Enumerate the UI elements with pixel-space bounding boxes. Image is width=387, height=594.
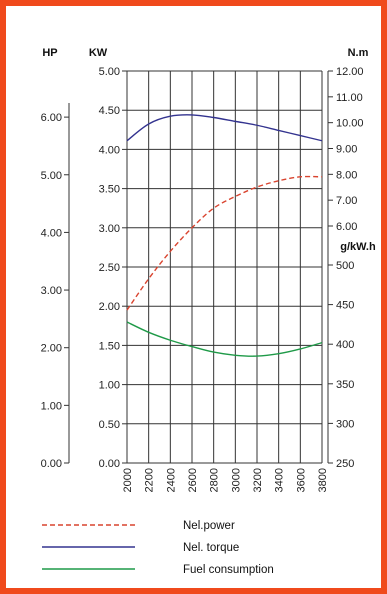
nm-axis-title: N.m xyxy=(348,47,369,59)
nm-tick-label: 8.00 xyxy=(336,169,357,181)
nm-tick-label: 12.00 xyxy=(336,66,364,78)
gkwh-tick-label: 350 xyxy=(336,379,354,391)
x-tick-label: 2000 xyxy=(122,468,134,492)
nm-tick-label: 7.00 xyxy=(336,195,357,207)
series-line-nel-torque xyxy=(126,114,323,142)
nm-tick-label: 10.00 xyxy=(336,118,364,130)
nm-tick-label: 6.00 xyxy=(336,221,357,233)
hp-tick-label: 6.00 xyxy=(41,112,62,124)
x-tick-label: 2400 xyxy=(165,468,177,492)
x-tick-label: 3600 xyxy=(295,468,307,492)
series-line-nel-power xyxy=(126,175,323,311)
hp-tick-label: 0.00 xyxy=(41,458,62,470)
legend-label: Nel.power xyxy=(183,520,235,532)
hp-axis-title: HP xyxy=(42,47,57,59)
x-tick-label: 3200 xyxy=(252,468,264,492)
legend: Nel.power Nel. torque Fuel consumption xyxy=(42,520,274,576)
hp-tick-label: 3.00 xyxy=(41,285,62,297)
x-tick-label: 2200 xyxy=(144,468,156,492)
x-tick-label: 2800 xyxy=(209,468,221,492)
kw-tick-label: 0.50 xyxy=(99,419,120,431)
gkwh-tick-label: 400 xyxy=(336,339,354,351)
grid xyxy=(126,70,323,464)
nm-tick-label: 11.00 xyxy=(336,92,363,104)
series xyxy=(126,114,323,357)
kw-tick-label: 2.50 xyxy=(99,262,120,274)
x-tick-label: 3000 xyxy=(230,468,242,492)
axes: HP KW N.m g/kW.h 0.00 1.00 2.00 3.00 4.00 5.00 6.0… xyxy=(41,47,376,492)
kw-tick-label: 2.00 xyxy=(99,301,120,313)
kw-tick-label: 5.00 xyxy=(99,66,120,78)
kw-tick-label: 4.50 xyxy=(99,105,120,117)
gkwh-axis-title: g/kW.h xyxy=(340,241,376,253)
hp-tick-label: 1.00 xyxy=(41,400,62,412)
kw-axis-title: KW xyxy=(89,47,108,59)
x-tick-label: 3400 xyxy=(274,468,286,492)
nm-tick-label: 9.00 xyxy=(336,144,357,156)
kw-tick-label: 1.50 xyxy=(99,340,120,352)
series-line-fuel-consumption xyxy=(126,321,323,357)
kw-tick-label: 3.50 xyxy=(99,184,120,196)
kw-tick-label: 1.00 xyxy=(99,380,120,392)
hp-tick-label: 2.00 xyxy=(41,343,62,355)
gkwh-tick-label: 500 xyxy=(336,260,354,272)
legend-label: Nel. torque xyxy=(183,542,239,554)
hp-tick-label: 4.00 xyxy=(41,227,62,239)
x-tick-label: 3800 xyxy=(317,468,329,492)
kw-tick-label: 0.00 xyxy=(99,458,120,470)
gkwh-tick-label: 450 xyxy=(336,300,354,312)
hp-tick-label: 5.00 xyxy=(41,170,62,182)
gkwh-tick-label: 300 xyxy=(336,418,354,430)
legend-label: Fuel consumption xyxy=(183,564,274,576)
x-tick-label: 2600 xyxy=(187,468,199,492)
kw-tick-label: 3.00 xyxy=(99,223,120,235)
gkwh-tick-label: 250 xyxy=(336,458,354,470)
kw-tick-label: 4.00 xyxy=(99,144,120,156)
